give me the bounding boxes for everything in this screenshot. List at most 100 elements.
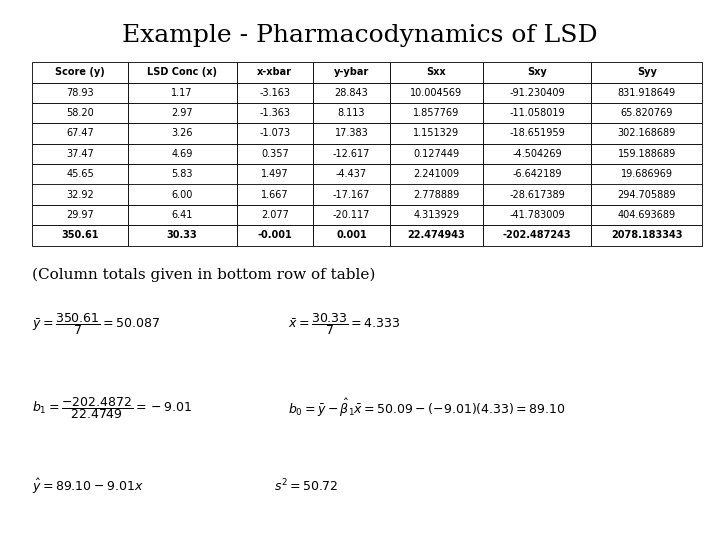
Bar	[482, 164, 591, 185]
Bar	[32, 123, 127, 144]
Bar	[127, 83, 236, 103]
Text: 0.001: 0.001	[336, 231, 367, 240]
Bar	[127, 205, 236, 225]
Text: $b_1 = \dfrac{-202.4872}{22.4749} = -9.01$: $b_1 = \dfrac{-202.4872}{22.4749} = -9.0…	[32, 395, 192, 421]
Text: x-xbar: x-xbar	[257, 68, 292, 77]
Text: 19.686969: 19.686969	[621, 170, 672, 179]
Text: 45.65: 45.65	[66, 170, 94, 179]
Text: 30.33: 30.33	[166, 231, 197, 240]
Bar	[390, 83, 482, 103]
Bar	[127, 123, 236, 144]
Text: 67.47: 67.47	[66, 129, 94, 138]
Bar	[591, 185, 702, 205]
Bar	[313, 83, 390, 103]
Text: 831.918649: 831.918649	[618, 87, 676, 98]
Text: 37.47: 37.47	[66, 149, 94, 159]
Bar	[390, 185, 482, 205]
Bar	[390, 144, 482, 164]
Bar	[32, 144, 127, 164]
Bar	[236, 144, 313, 164]
Bar	[313, 225, 390, 246]
Bar	[236, 83, 313, 103]
Bar	[591, 205, 702, 225]
Bar	[482, 123, 591, 144]
Text: 2.077: 2.077	[261, 210, 289, 220]
Text: 2.778889: 2.778889	[413, 190, 459, 200]
Bar	[591, 83, 702, 103]
Bar	[236, 164, 313, 185]
Text: -202.487243: -202.487243	[503, 231, 572, 240]
Bar	[32, 185, 127, 205]
Text: -1.363: -1.363	[259, 108, 290, 118]
Text: -17.167: -17.167	[333, 190, 370, 200]
Bar	[591, 123, 702, 144]
Bar	[236, 205, 313, 225]
Text: -41.783009: -41.783009	[509, 210, 564, 220]
Bar	[591, 144, 702, 164]
Bar	[313, 103, 390, 123]
Bar	[313, 164, 390, 185]
Text: 1.17: 1.17	[171, 87, 193, 98]
Text: 1.667: 1.667	[261, 190, 289, 200]
Text: Sxx: Sxx	[426, 68, 446, 77]
Text: Sxy: Sxy	[527, 68, 547, 77]
Bar	[390, 205, 482, 225]
Text: -18.651959: -18.651959	[509, 129, 565, 138]
Bar	[482, 83, 591, 103]
Bar	[313, 144, 390, 164]
Bar	[591, 164, 702, 185]
Text: 3.26: 3.26	[171, 129, 193, 138]
Text: -4.504269: -4.504269	[512, 149, 562, 159]
Text: -20.117: -20.117	[333, 210, 370, 220]
Text: $s^2 = 50.72$: $s^2 = 50.72$	[274, 478, 338, 494]
Text: 58.20: 58.20	[66, 108, 94, 118]
Text: 6.00: 6.00	[171, 190, 193, 200]
Text: 8.113: 8.113	[338, 108, 365, 118]
Bar	[390, 164, 482, 185]
Text: 159.188689: 159.188689	[618, 149, 676, 159]
Bar	[32, 164, 127, 185]
Text: 0.127449: 0.127449	[413, 149, 459, 159]
Text: $\hat{y} = 89.10 - 9.01x$: $\hat{y} = 89.10 - 9.01x$	[32, 476, 144, 496]
Bar	[313, 123, 390, 144]
Bar	[482, 144, 591, 164]
Bar	[236, 103, 313, 123]
Text: 17.383: 17.383	[335, 129, 369, 138]
Text: 78.93: 78.93	[66, 87, 94, 98]
Bar	[127, 103, 236, 123]
Bar	[32, 62, 127, 83]
Text: 2078.183343: 2078.183343	[611, 231, 683, 240]
Text: -11.058019: -11.058019	[509, 108, 564, 118]
Bar	[32, 103, 127, 123]
Text: 294.705889: 294.705889	[618, 190, 676, 200]
Text: $\bar{x} = \dfrac{30.33}{7} = 4.333$: $\bar{x} = \dfrac{30.33}{7} = 4.333$	[288, 311, 400, 337]
Bar	[236, 185, 313, 205]
Bar	[127, 62, 236, 83]
Bar	[482, 103, 591, 123]
Text: (Column totals given in bottom row of table): (Column totals given in bottom row of ta…	[32, 267, 376, 282]
Text: 350.61: 350.61	[61, 231, 99, 240]
Text: 1.151329: 1.151329	[413, 129, 459, 138]
Text: y-ybar: y-ybar	[334, 68, 369, 77]
Bar	[591, 225, 702, 246]
Bar	[127, 225, 236, 246]
Text: Example - Pharmacodynamics of LSD: Example - Pharmacodynamics of LSD	[122, 24, 598, 48]
Bar	[32, 205, 127, 225]
Text: 1.857769: 1.857769	[413, 108, 459, 118]
Text: 4.313929: 4.313929	[413, 210, 459, 220]
Text: 28.843: 28.843	[335, 87, 369, 98]
Text: -12.617: -12.617	[333, 149, 370, 159]
Bar	[127, 164, 236, 185]
Text: -91.230409: -91.230409	[509, 87, 564, 98]
Bar	[32, 225, 127, 246]
Bar	[390, 123, 482, 144]
Text: 302.168689: 302.168689	[618, 129, 676, 138]
Text: 404.693689: 404.693689	[618, 210, 676, 220]
Text: 2.97: 2.97	[171, 108, 193, 118]
Bar	[482, 205, 591, 225]
Text: 4.69: 4.69	[171, 149, 193, 159]
Text: 6.41: 6.41	[171, 210, 193, 220]
Bar	[313, 62, 390, 83]
Text: 2.241009: 2.241009	[413, 170, 459, 179]
Text: -3.163: -3.163	[259, 87, 290, 98]
